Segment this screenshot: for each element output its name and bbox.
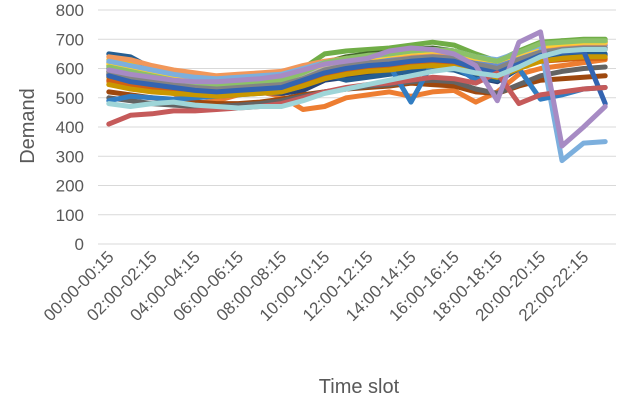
y-axis-ticks: 0 100 200 300 400 500 600 700 800: [56, 1, 84, 254]
y-tick-label: 500: [56, 89, 84, 108]
y-tick-label: 300: [56, 147, 84, 166]
x-axis-title: Time slot: [319, 376, 400, 398]
series-line-25: [106, 29, 608, 149]
y-axis-title: Demand: [17, 88, 39, 164]
series-line-21: [106, 45, 608, 92]
y-tick-label: 100: [56, 206, 84, 225]
y-tick-label: 0: [75, 235, 84, 254]
y-tick-label: 700: [56, 30, 84, 49]
y-tick-label: 200: [56, 177, 84, 196]
y-tick-label: 600: [56, 60, 84, 79]
x-axis-ticks: 00:00-00:1502:00-02:1504:00-04:1506:00-0…: [40, 247, 592, 325]
y-tick-label: 400: [56, 118, 84, 137]
series-line-26: [106, 47, 608, 111]
data-series: [106, 29, 608, 164]
y-tick-label: 800: [56, 1, 84, 20]
